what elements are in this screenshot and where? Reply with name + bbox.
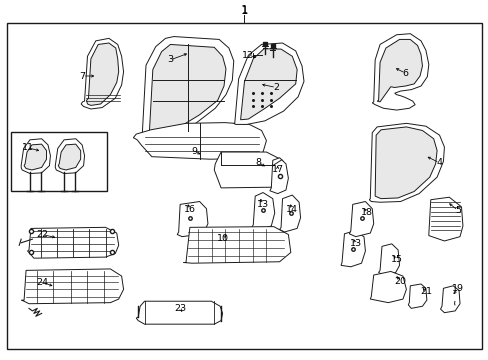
- Polygon shape: [140, 37, 233, 138]
- Text: 10: 10: [216, 234, 228, 243]
- Polygon shape: [149, 44, 225, 133]
- Polygon shape: [240, 49, 297, 120]
- Text: 8: 8: [255, 158, 261, 167]
- Polygon shape: [428, 197, 462, 241]
- Text: 14: 14: [285, 205, 298, 214]
- Text: 15: 15: [390, 255, 402, 264]
- Polygon shape: [133, 123, 266, 159]
- Polygon shape: [81, 39, 123, 109]
- Text: 12: 12: [242, 51, 254, 60]
- Polygon shape: [348, 202, 373, 237]
- Polygon shape: [279, 195, 300, 232]
- Text: 17: 17: [271, 166, 283, 175]
- Text: 13: 13: [349, 239, 361, 248]
- Text: 2: 2: [273, 83, 279, 92]
- Polygon shape: [24, 144, 46, 170]
- Text: 16: 16: [183, 205, 196, 214]
- Polygon shape: [58, 144, 81, 170]
- Polygon shape: [440, 286, 459, 313]
- Polygon shape: [374, 127, 436, 199]
- Text: 11: 11: [21, 143, 34, 152]
- Polygon shape: [269, 158, 288, 194]
- Bar: [11, 132, 106, 192]
- Polygon shape: [27, 227, 119, 258]
- Polygon shape: [177, 202, 207, 237]
- Text: 18: 18: [361, 208, 373, 217]
- Polygon shape: [136, 301, 222, 324]
- Polygon shape: [86, 43, 119, 105]
- Polygon shape: [340, 231, 365, 267]
- Polygon shape: [183, 226, 290, 263]
- Polygon shape: [21, 269, 123, 304]
- Text: 23: 23: [174, 304, 186, 313]
- Text: 19: 19: [451, 284, 463, 293]
- Text: 1: 1: [240, 4, 248, 17]
- Text: 5: 5: [454, 206, 460, 215]
- Text: 6: 6: [402, 69, 407, 78]
- Polygon shape: [376, 40, 422, 102]
- Text: 13: 13: [256, 200, 268, 209]
- Polygon shape: [214, 152, 287, 188]
- Polygon shape: [371, 34, 428, 110]
- Polygon shape: [233, 43, 304, 125]
- Text: 9: 9: [191, 147, 197, 156]
- Text: 3: 3: [167, 55, 173, 64]
- Text: 1: 1: [241, 6, 247, 15]
- Polygon shape: [251, 193, 274, 229]
- Text: 7: 7: [80, 72, 85, 81]
- Text: 4: 4: [436, 158, 442, 167]
- Text: 22: 22: [36, 230, 48, 239]
- Text: 20: 20: [394, 276, 406, 285]
- Text: 24: 24: [36, 278, 48, 287]
- Polygon shape: [368, 123, 444, 202]
- Polygon shape: [140, 134, 233, 142]
- Polygon shape: [369, 271, 406, 303]
- Text: 21: 21: [419, 287, 431, 296]
- Polygon shape: [55, 139, 84, 174]
- Polygon shape: [378, 244, 399, 275]
- Polygon shape: [21, 139, 50, 174]
- Polygon shape: [407, 284, 426, 309]
